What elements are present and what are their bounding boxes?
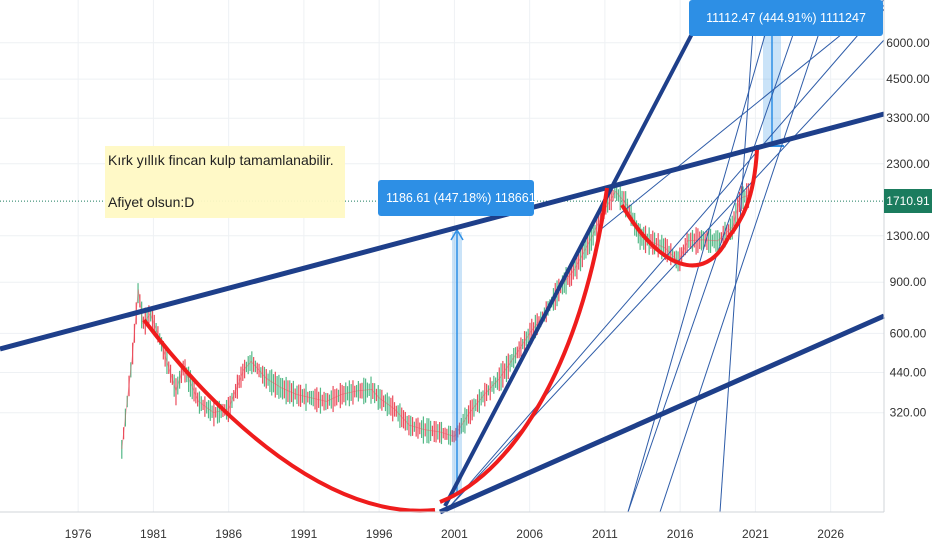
fan-line [719,0,756,513]
steep-trend-line [443,29,696,507]
y-tick-label: 440.00 [890,366,927,380]
upper-channel-line [0,111,885,352]
note-box[interactable] [105,146,345,218]
x-tick-label: 1981 [140,527,167,541]
x-tick-label: 1986 [215,527,242,541]
x-tick-label: 2006 [516,527,543,541]
y-tick-label: 6000.00 [886,36,930,50]
x-tick-label: 2001 [441,527,468,541]
fan-line [627,0,776,513]
x-tick-label: 2026 [817,527,844,541]
measure-label-2: 11112.47 (444.91%) 1111247 [689,0,883,36]
drawings[interactable] [0,0,886,515]
x-tick-label: 1996 [366,527,393,541]
lower-channel-line [438,313,886,515]
cup-curve-left [142,318,436,513]
axes: 1976 1981 1986 1991 1996 2001 2006 2011 2016 2021… [0,0,930,541]
note-line-1: Kırk yıllık fincan kulp tamamlanabilir. [108,152,334,168]
note-line-2: Afiyet olsun:D [108,194,195,210]
current-price-tag: 1710.91 [884,189,932,214]
y-tick-label: 1300.00 [886,229,930,243]
y-tick-label: 900.00 [890,275,927,289]
x-tick-label: 2011 [592,527,618,541]
y-tick-label: 600.00 [890,326,927,340]
grid-lines [0,0,884,512]
x-tick-label: 2016 [667,527,694,541]
breakout-curve [726,149,759,240]
fan-line [444,4,885,513]
measure-label-1: 1186.61 (447.18%) 118661 [378,180,536,216]
y-tick-label: 3300.00 [886,111,930,125]
x-tick-label: 1976 [65,527,92,541]
fan-line [444,39,885,513]
y-tick-label: 320.00 [890,406,927,420]
handle-curve [620,203,730,268]
y-tick-label: 4500.00 [886,72,930,86]
cup-curve-right [439,187,609,504]
y-tick-label: 2300.00 [886,157,930,171]
x-tick-label: 1991 [291,527,318,541]
fan-line [659,0,831,513]
x-tick-label: 2021 [742,527,769,541]
